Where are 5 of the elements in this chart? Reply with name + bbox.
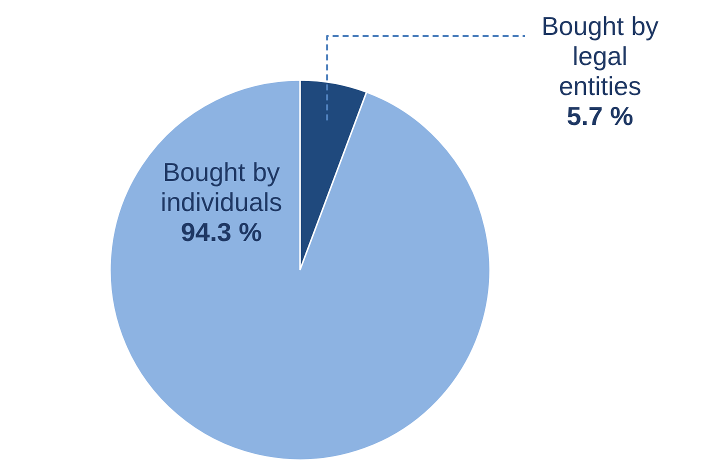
data-label: 94.3 % [180,216,262,247]
slice-label: Bought by individuals [160,156,282,217]
slice-label: Bought by legal entities [541,11,659,101]
data-label: 5.7 % [566,101,634,131]
pie-slice [109,79,490,461]
